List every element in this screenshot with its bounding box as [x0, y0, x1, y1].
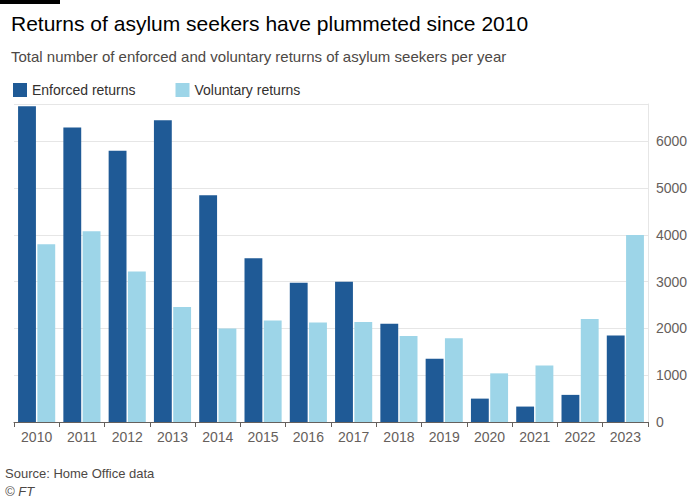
svg-text:2010: 2010	[21, 429, 52, 445]
svg-text:Enforced returns: Enforced returns	[32, 82, 136, 98]
svg-text:2012: 2012	[112, 429, 143, 445]
svg-text:2019: 2019	[429, 429, 460, 445]
svg-text:2014: 2014	[202, 429, 233, 445]
svg-text:2017: 2017	[338, 429, 369, 445]
svg-text:3000: 3000	[656, 274, 687, 290]
svg-text:2000: 2000	[656, 320, 687, 336]
svg-text:Returns of asylum seekers have: Returns of asylum seekers have plummeted…	[11, 12, 528, 35]
svg-text:4000: 4000	[656, 227, 687, 243]
svg-text:2018: 2018	[383, 429, 414, 445]
svg-text:2021: 2021	[519, 429, 550, 445]
svg-text:Voluntary returns: Voluntary returns	[194, 82, 300, 98]
svg-text:0: 0	[656, 414, 664, 430]
svg-text:2023: 2023	[610, 429, 641, 445]
svg-text:6000: 6000	[656, 133, 687, 149]
svg-text:2015: 2015	[247, 429, 278, 445]
svg-text:2011: 2011	[67, 429, 97, 445]
svg-text:© FT: © FT	[5, 484, 35, 499]
svg-text:Total number of enforced and v: Total number of enforced and voluntary r…	[11, 48, 506, 65]
svg-text:2022: 2022	[564, 429, 595, 445]
svg-text:Source: Home Office data: Source: Home Office data	[5, 466, 155, 481]
svg-text:2016: 2016	[293, 429, 324, 445]
svg-text:2013: 2013	[157, 429, 188, 445]
svg-text:5000: 5000	[656, 180, 687, 196]
svg-text:2020: 2020	[474, 429, 505, 445]
svg-text:1000: 1000	[656, 367, 687, 383]
